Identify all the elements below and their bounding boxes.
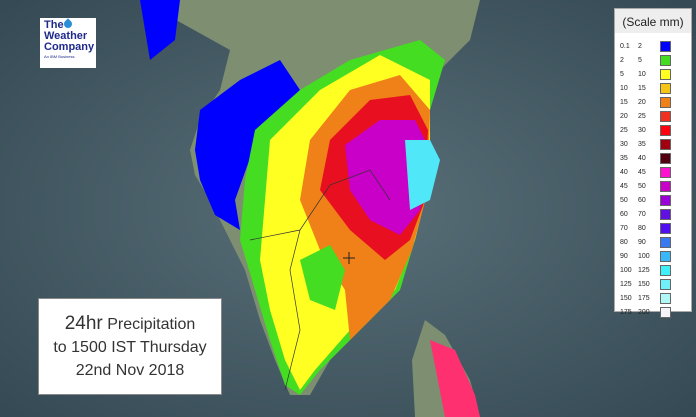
legend-swatch — [660, 110, 671, 122]
legend-to: 60 — [638, 196, 646, 204]
legend-to: 80 — [638, 224, 646, 232]
legend-to: 35 — [638, 140, 646, 148]
legend-to: 2 — [638, 42, 642, 50]
legend-swatch — [660, 208, 671, 220]
legend-from: 15 — [620, 98, 628, 106]
legend-to: 70 — [638, 210, 646, 218]
logo-line3: Company — [44, 41, 95, 53]
legend-swatch — [660, 138, 671, 150]
legend-from: 30 — [620, 140, 628, 148]
legend-from: 90 — [620, 252, 628, 260]
legend-swatch — [660, 292, 671, 304]
caption-line2: to 1500 IST Thursday — [53, 339, 207, 356]
legend-from: 0.1 — [620, 42, 630, 50]
legend-row: 175 200 — [620, 305, 691, 319]
legend-from: 60 — [620, 210, 628, 218]
legend-row: 30 35 — [620, 137, 691, 151]
legend-row: 100 125 — [620, 263, 691, 277]
legend-row: 35 40 — [620, 151, 691, 165]
legend-row: 40 45 — [620, 165, 691, 179]
legend-from: 5 — [620, 70, 624, 78]
legend-row: 20 25 — [620, 109, 691, 123]
legend-row: 5 10 — [620, 67, 691, 81]
legend-row: 90 100 — [620, 249, 691, 263]
legend-from: 100 — [620, 266, 632, 274]
legend-from: 10 — [620, 84, 628, 92]
legend-swatch — [660, 68, 671, 80]
caption-line3: 22nd Nov 2018 — [75, 362, 185, 379]
legend-row: 70 80 — [620, 221, 691, 235]
legend-swatch — [660, 264, 671, 276]
legend-to: 30 — [638, 126, 646, 134]
legend-swatch — [660, 40, 671, 52]
legend-from: 125 — [620, 280, 632, 288]
legend-row: 15 20 — [620, 95, 691, 109]
legend-row: 150 175 — [620, 291, 691, 305]
legend-to: 5 — [638, 56, 642, 64]
legend-from: 20 — [620, 112, 628, 120]
legend-swatch — [660, 124, 671, 136]
legend-to: 25 — [638, 112, 646, 120]
legend-to: 20 — [638, 98, 646, 106]
legend-from: 70 — [620, 224, 628, 232]
legend-from: 80 — [620, 238, 628, 246]
legend-to: 15 — [638, 84, 646, 92]
legend-from: 40 — [620, 168, 628, 176]
legend-swatch — [660, 82, 671, 94]
legend-to: 90 — [638, 238, 646, 246]
legend-swatch — [660, 306, 671, 318]
caption-prefix: 24hr — [64, 313, 103, 334]
legend-to: 50 — [638, 182, 646, 190]
legend-to: 200 — [638, 308, 650, 316]
legend-row: 0.1 2 — [620, 39, 691, 53]
legend-swatch — [660, 236, 671, 248]
map-caption: 24hr Precipitation to 1500 IST Thursday … — [38, 298, 222, 395]
rain-green-inland — [300, 245, 345, 310]
legend-to: 125 — [638, 266, 650, 274]
weather-company-logo: The Weather Company An IBM Business — [40, 18, 96, 68]
legend-swatch — [660, 166, 671, 178]
legend-to: 10 — [638, 70, 646, 78]
state-borders — [249, 169, 391, 391]
legend-row: 25 30 — [620, 123, 691, 137]
logo-tagline: An IBM Business — [44, 54, 75, 59]
legend-to: 100 — [638, 252, 650, 260]
rain-srilanka — [430, 340, 480, 417]
legend-from: 45 — [620, 182, 628, 190]
logo-line1: The — [44, 19, 64, 31]
legend-row: 80 90 — [620, 235, 691, 249]
legend-to: 150 — [638, 280, 650, 288]
legend-row: 10 15 — [620, 81, 691, 95]
legend-swatch — [660, 54, 671, 66]
legend: (Scale mm) 0.1 2 2 5 5 10 10 15 15 20 20 25 25 30 30 35… — [614, 8, 692, 318]
rain-cyan — [405, 140, 440, 210]
legend-title: (Scale mm) — [615, 9, 691, 33]
legend-to: 45 — [638, 168, 646, 176]
legend-to: 40 — [638, 154, 646, 162]
legend-row: 50 60 — [620, 193, 691, 207]
legend-from: 50 — [620, 196, 628, 204]
location-marker — [343, 252, 355, 264]
legend-swatch — [660, 180, 671, 192]
rain-blue — [140, 0, 300, 230]
legend-swatch — [660, 250, 671, 262]
legend-swatch — [660, 278, 671, 290]
legend-swatch — [660, 152, 671, 164]
legend-swatch — [660, 222, 671, 234]
legend-swatch — [660, 96, 671, 108]
legend-swatch — [660, 194, 671, 206]
logo-line2: Weather — [44, 30, 88, 42]
legend-from: 150 — [620, 294, 632, 302]
legend-from: 2 — [620, 56, 624, 64]
legend-to: 175 — [638, 294, 650, 302]
legend-from: 175 — [620, 308, 632, 316]
caption-line1: Precipitation — [107, 316, 196, 333]
legend-row: 45 50 — [620, 179, 691, 193]
legend-row: 60 70 — [620, 207, 691, 221]
legend-row: 125 150 — [620, 277, 691, 291]
legend-from: 35 — [620, 154, 628, 162]
legend-from: 25 — [620, 126, 628, 134]
